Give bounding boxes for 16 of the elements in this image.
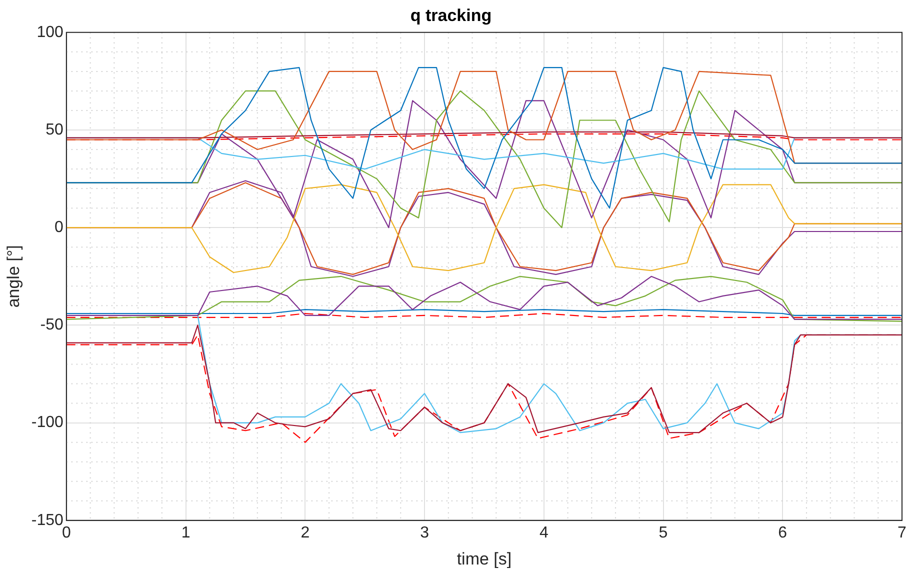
x-axis-title: time [s] bbox=[456, 549, 512, 568]
x-tick-label: 7 bbox=[898, 524, 907, 542]
y-tick-label: -150 bbox=[31, 512, 64, 529]
x-tick-label: 5 bbox=[658, 524, 668, 542]
y-tick-label: -50 bbox=[40, 316, 64, 334]
x-tick-label: 1 bbox=[181, 524, 190, 542]
y-tick-label: 50 bbox=[46, 121, 64, 138]
y-tick-label: -100 bbox=[31, 414, 64, 432]
chart-title: q tracking bbox=[410, 6, 492, 25]
y-axis-title: angle [°] bbox=[4, 245, 23, 308]
x-tick-label: 6 bbox=[778, 524, 788, 542]
x-tick-label: 4 bbox=[539, 524, 548, 542]
x-tick-label: 2 bbox=[300, 524, 310, 542]
y-tick-label: 100 bbox=[36, 24, 64, 41]
x-tick-label: 3 bbox=[420, 524, 430, 542]
y-tick-label: 0 bbox=[54, 219, 64, 236]
